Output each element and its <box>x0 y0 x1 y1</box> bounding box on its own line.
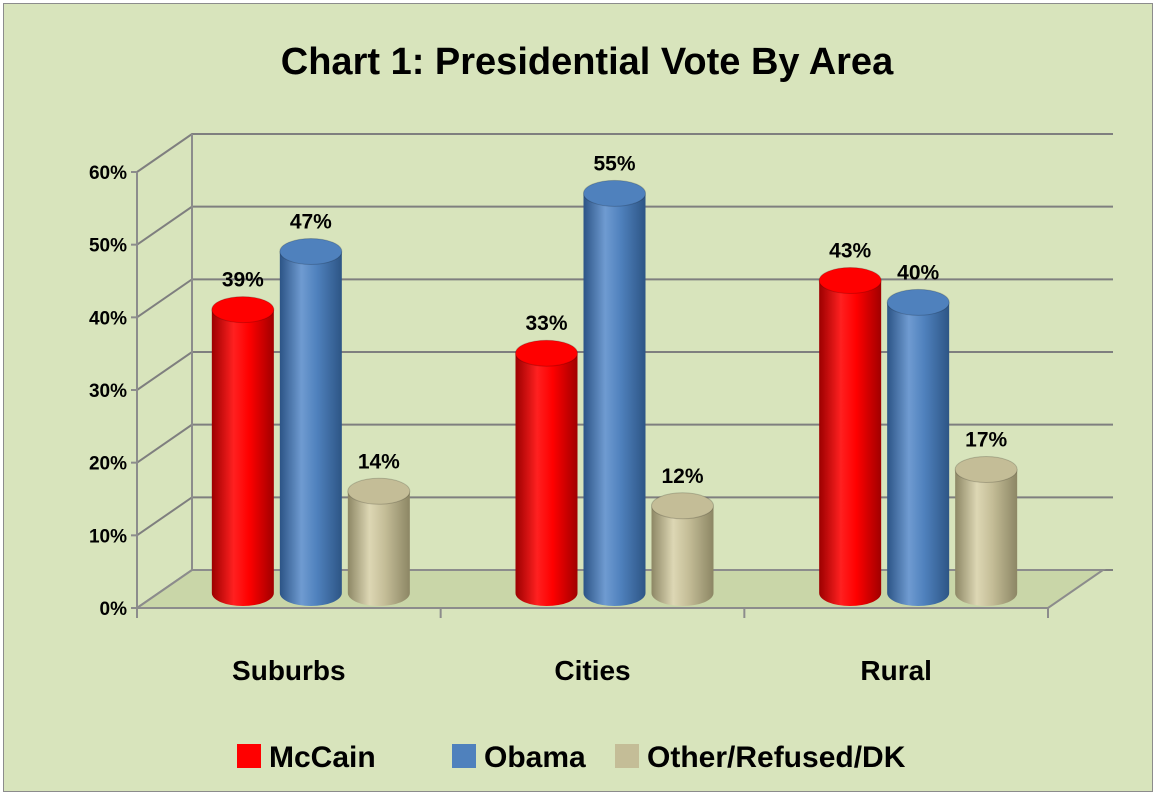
y-tick-label: 50% <box>89 236 127 257</box>
legend: McCain Obama Other/Refused/DK <box>237 741 906 774</box>
cylinder-body <box>515 353 578 606</box>
chart-svg: Chart 1: Presidential Vote By Area 0% 10%… <box>89 41 1113 774</box>
legend-swatch <box>615 744 639 768</box>
cylinder-body <box>583 193 646 607</box>
cylinder-cap <box>886 288 950 316</box>
data-label: 43% <box>829 240 871 263</box>
bar-obama-rural <box>886 288 950 606</box>
cylinder-cap <box>347 477 411 505</box>
legend-swatch <box>452 744 476 768</box>
cylinder-body <box>955 469 1018 606</box>
cylinder-cap <box>818 267 882 295</box>
data-label: 47% <box>290 210 332 233</box>
cylinder-cap <box>279 237 343 265</box>
y-axis-ticks: 0% 10% 20% 30% 40% 50% 60% <box>89 163 127 620</box>
cylinder-body <box>211 309 274 606</box>
category-label: Suburbs <box>232 655 346 686</box>
y-tick-label: 10% <box>89 526 127 547</box>
cylinder-body <box>651 505 714 606</box>
legend-label: McCain <box>269 741 376 774</box>
bar-mccain-rural <box>818 267 882 606</box>
legend-item: Other/Refused/DK <box>615 741 906 774</box>
bar-other-refused-dk-suburbs <box>347 477 411 606</box>
y-tick-label: 60% <box>89 163 127 184</box>
bar-obama-cities <box>583 179 646 607</box>
category-label: Cities <box>554 655 630 686</box>
bar-mccain-cities <box>515 339 578 606</box>
bars <box>211 179 1018 607</box>
data-label: 33% <box>525 312 567 335</box>
legend-swatch <box>237 744 261 768</box>
data-label: 55% <box>593 152 635 175</box>
chart-area: Chart 1: Presidential Vote By Area 0% 10%… <box>3 3 1153 792</box>
cylinder-body <box>819 280 882 606</box>
cylinder-body <box>887 302 950 606</box>
category-label: Rural <box>860 655 932 686</box>
y-tick-label: 30% <box>89 381 127 402</box>
legend-label: Other/Refused/DK <box>647 741 906 774</box>
data-label: 17% <box>965 428 1007 451</box>
data-label: 12% <box>661 465 703 488</box>
legend-label: Obama <box>484 741 586 774</box>
data-label: 40% <box>897 261 939 284</box>
cylinder-cap <box>583 179 646 207</box>
legend-item: McCain <box>237 741 376 774</box>
cylinder-cap <box>954 455 1018 483</box>
data-label: 39% <box>222 269 264 292</box>
legend-item: Obama <box>452 741 586 774</box>
bar-other-refused-dk-cities <box>651 492 714 606</box>
cylinder-cap <box>651 492 714 520</box>
chart-title: Chart 1: Presidential Vote By Area <box>281 41 894 83</box>
cylinder-body <box>347 491 410 606</box>
y-tick-label: 40% <box>89 308 127 329</box>
category-labels: Suburbs Cities Rural <box>232 655 932 686</box>
bar-mccain-suburbs <box>211 296 275 606</box>
cylinder-body <box>279 251 342 606</box>
data-labels: 39% 47% 14% 33% 55% 12% 43% 40% 17% <box>222 152 1008 487</box>
data-label: 14% <box>358 450 400 473</box>
bar-obama-suburbs <box>279 237 343 606</box>
bar-other-refused-dk-rural <box>954 455 1018 606</box>
y-tick-label: 0% <box>100 599 128 620</box>
cylinder-cap <box>515 339 578 367</box>
cylinder-cap <box>211 296 275 324</box>
y-tick-label: 20% <box>89 454 127 475</box>
